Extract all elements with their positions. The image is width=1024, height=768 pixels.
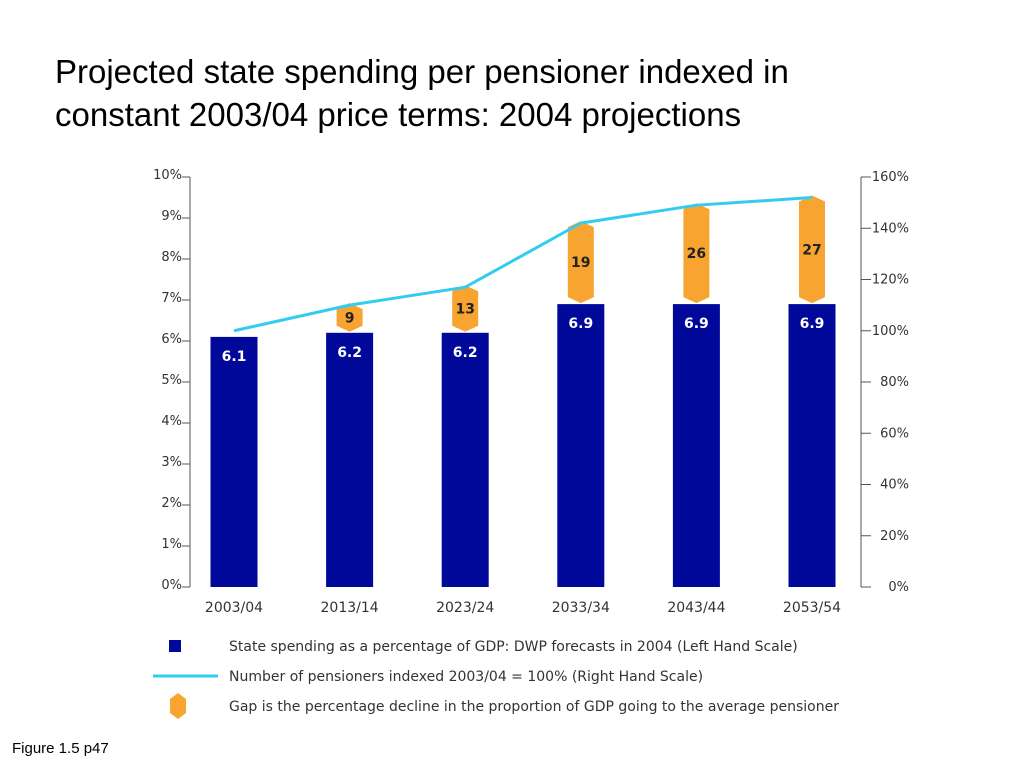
left-axis-tick-label: 6% xyxy=(161,332,182,347)
title-line-2: constant 2003/04 price terms: 2004 proje… xyxy=(55,96,742,133)
left-axis-tick-label: 5% xyxy=(161,373,182,388)
right-axis-tick-label: 160% xyxy=(872,170,909,185)
left-axis-tick-label: 9% xyxy=(161,209,182,224)
legend-gap-swatch xyxy=(170,693,186,719)
bar xyxy=(788,304,836,587)
x-axis-label: 2013/14 xyxy=(321,600,379,616)
x-axis-label: 2033/34 xyxy=(552,600,610,616)
right-axis-tick-label: 120% xyxy=(872,273,909,288)
legend-bar-swatch xyxy=(169,640,181,652)
gap-value-label: 13 xyxy=(455,301,474,317)
legend: State spending as a percentage of GDP: D… xyxy=(153,639,839,719)
right-axis-tick-label: 80% xyxy=(880,375,909,390)
gap-marker xyxy=(336,303,363,332)
right-axis-tick-label: 100% xyxy=(872,324,909,339)
legend-label: Number of pensioners indexed 2003/04 = 1… xyxy=(229,669,703,685)
left-axis: 0% 1% 2% 3% 4% 5% 6% 7% 8% 9% 10% xyxy=(153,168,191,593)
x-axis-label: 2043/44 xyxy=(667,600,725,616)
left-axis-tick-label: 0% xyxy=(161,578,182,593)
bar-value-label: 6.2 xyxy=(337,345,362,361)
right-axis-tick-label: 40% xyxy=(880,478,909,493)
slide-title: Projected state spending per pensioner i… xyxy=(55,50,995,136)
bar xyxy=(672,304,720,587)
bar-series: 6.1 6.2 6.2 6.9 6.9 6.9 xyxy=(210,304,836,587)
bar-value-label: 6.9 xyxy=(568,316,593,332)
left-axis-tick-label: 10% xyxy=(153,168,182,183)
left-axis-tick-label: 4% xyxy=(161,414,182,429)
x-axis-label: 2053/54 xyxy=(783,600,841,616)
pensioners-line xyxy=(233,196,813,333)
left-axis-tick-label: 3% xyxy=(161,455,182,470)
x-axis-labels: 2003/04 2013/14 2023/24 2033/34 2043/44 2053/… xyxy=(205,600,841,616)
x-axis-label: 2023/24 xyxy=(436,600,494,616)
bar-value-label: 6.1 xyxy=(222,349,247,365)
right-axis-tick-label: 140% xyxy=(872,221,909,236)
left-axis-tick-label: 8% xyxy=(161,250,182,265)
gap-value-label: 9 xyxy=(345,310,355,326)
right-axis-tick-label: 60% xyxy=(880,426,909,441)
gap-value-label: 26 xyxy=(687,246,706,262)
left-axis-tick-label: 1% xyxy=(161,537,182,552)
gap-series: 9 13 19 26 27 xyxy=(336,195,825,332)
bar-value-label: 6.9 xyxy=(800,316,825,332)
bar xyxy=(326,332,374,587)
left-axis-tick-label: 7% xyxy=(161,291,182,306)
bar xyxy=(441,332,489,587)
line-series xyxy=(233,196,813,333)
gap-marker xyxy=(452,285,479,332)
x-axis-label: 2003/04 xyxy=(205,600,263,616)
title-line-1: Projected state spending per pensioner i… xyxy=(55,53,789,90)
right-axis: 0% 20% 40% 60% 80% 100% 120% 140% 160% xyxy=(860,170,909,595)
left-axis-tick-label: 2% xyxy=(161,496,182,511)
gap-marker xyxy=(683,203,710,304)
right-axis-tick-label: 0% xyxy=(888,580,909,595)
bar xyxy=(210,336,258,587)
legend-label: State spending as a percentage of GDP: D… xyxy=(229,639,798,655)
legend-label: Gap is the percentage decline in the pro… xyxy=(229,699,839,715)
gap-marker xyxy=(567,221,594,304)
gap-value-label: 19 xyxy=(571,255,590,271)
bar-value-label: 6.9 xyxy=(684,316,709,332)
figure-caption: Figure 1.5 p47 xyxy=(12,740,109,757)
bar xyxy=(557,304,605,587)
gap-marker xyxy=(799,195,825,304)
right-axis-tick-label: 20% xyxy=(880,529,909,544)
bar-value-label: 6.2 xyxy=(453,345,478,361)
gap-value-label: 27 xyxy=(802,242,821,258)
